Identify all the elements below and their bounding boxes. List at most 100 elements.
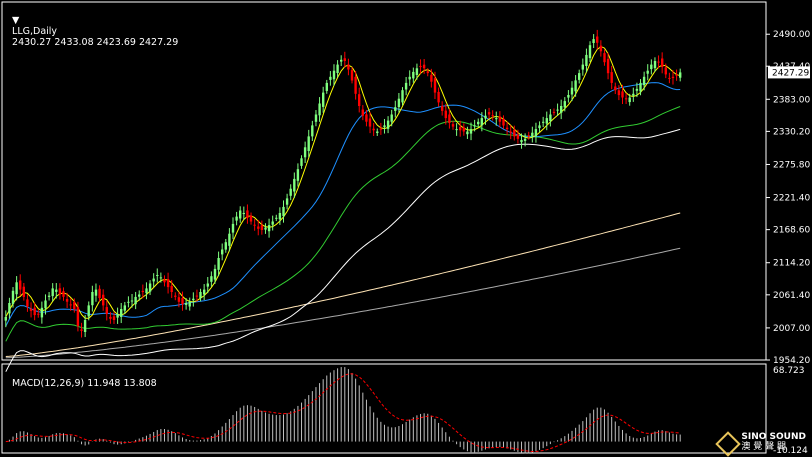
candle-body	[47, 295, 51, 297]
candle-body	[635, 88, 639, 91]
candle-body	[661, 58, 664, 67]
watermark-brand: SINO SOUND	[741, 432, 806, 442]
candle-body	[361, 109, 364, 116]
candle-body	[123, 305, 126, 311]
candle-body	[491, 115, 494, 117]
candle-body	[224, 242, 227, 250]
candle-body	[350, 70, 354, 81]
ma-gray-line	[5, 247, 681, 359]
candle-body	[192, 298, 195, 301]
candle-body	[210, 276, 213, 282]
candle-body	[300, 158, 303, 166]
candle-body	[91, 292, 94, 306]
candle-body	[628, 97, 631, 103]
watermark-sub: 澳 覺 聲 聞	[741, 442, 786, 452]
candle-body	[513, 129, 516, 137]
candle-body	[134, 296, 137, 305]
candle-body	[120, 309, 123, 317]
candle-body	[509, 131, 512, 133]
candle-body	[199, 292, 202, 298]
candle-body	[159, 277, 163, 279]
candle-body	[469, 129, 473, 134]
candle-body	[556, 109, 559, 111]
price-tick-label: 2221.40	[773, 194, 810, 204]
watermark-logo: SINO SOUND 澳 覺 聲 聞	[715, 431, 806, 457]
candle-body	[646, 70, 649, 74]
candle-body	[318, 103, 321, 116]
candle-body	[282, 206, 285, 217]
candle-body	[203, 289, 206, 295]
candle-body	[495, 118, 498, 120]
price-tick-label: 2275.80	[773, 161, 810, 171]
candle-body	[642, 76, 646, 86]
ma-blue-line	[5, 82, 681, 327]
candle-body	[477, 121, 480, 125]
candle-body	[632, 93, 635, 96]
candle-body	[639, 82, 642, 92]
candle-body	[426, 71, 429, 74]
macd-series	[5, 367, 681, 454]
candle-body	[206, 283, 209, 287]
candle-body	[538, 125, 541, 129]
candle-body	[152, 278, 155, 282]
candle-body	[33, 307, 36, 316]
candle-body	[246, 210, 249, 218]
candle-body	[322, 92, 325, 107]
candle-body	[383, 125, 386, 128]
candle-body	[19, 280, 22, 290]
candle-body	[365, 114, 368, 122]
candle-body	[105, 307, 108, 314]
candle-body	[239, 210, 242, 219]
price-tick-label: 2061.40	[773, 291, 810, 301]
last-price-label: 2427.29	[772, 68, 809, 78]
candle-body	[581, 64, 584, 70]
candle-body	[484, 115, 487, 119]
candle-body	[386, 120, 390, 129]
candle-body	[664, 67, 667, 75]
candle-body	[671, 76, 675, 78]
candle-body	[505, 127, 509, 130]
candle-body	[624, 98, 628, 100]
candle-body	[112, 316, 116, 320]
candle-body	[596, 36, 599, 43]
candle-body	[296, 169, 300, 181]
candle-body	[617, 90, 621, 96]
price-axis: 2490.002437.402383.002330.202275.802221.…	[766, 30, 810, 366]
candle-body	[441, 106, 444, 111]
candle-body	[567, 95, 570, 98]
candle-body	[228, 233, 231, 246]
macd-panel-frame	[1, 363, 767, 454]
candle-body	[4, 317, 7, 321]
candle-body	[293, 178, 296, 192]
candle-body	[520, 140, 523, 143]
candle-body	[76, 307, 80, 327]
candle-body	[62, 291, 65, 297]
candle-body	[8, 303, 11, 314]
candle-body	[231, 223, 235, 233]
price-tick-label: 2383.00	[773, 95, 810, 105]
candle-body	[80, 329, 83, 331]
candle-body	[675, 74, 678, 76]
candle-body	[51, 288, 54, 297]
candle-body	[480, 118, 483, 126]
candle-body	[311, 125, 314, 137]
candle-body	[11, 290, 15, 304]
candle-body	[679, 72, 682, 78]
macd-axis: 68.723 -10.124	[773, 366, 808, 456]
candle-body	[498, 116, 502, 122]
dropdown-arrow-icon[interactable]: ▼	[12, 15, 20, 26]
candle-body	[516, 134, 520, 139]
ma-white-line	[5, 128, 681, 372]
candle-body	[22, 286, 25, 297]
candle-body	[127, 301, 130, 303]
price-panel-frame	[1, 1, 767, 361]
candle-body	[549, 114, 552, 121]
candle-body	[451, 124, 455, 127]
symbol-header: ▼ LLG,Daily 2430.27 2433.08 2423.69 2427…	[6, 4, 178, 48]
ma-yellow-line	[5, 46, 681, 319]
candle-body	[26, 299, 29, 307]
macd-signal-line	[5, 373, 681, 452]
candle-body	[502, 118, 505, 126]
candle-body	[358, 94, 361, 106]
